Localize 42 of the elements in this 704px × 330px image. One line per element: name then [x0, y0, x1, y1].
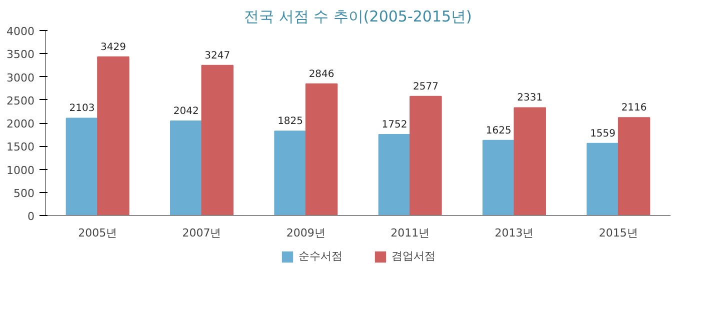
data-label: 3429: [100, 42, 126, 53]
x-tick-label: 2013년: [494, 226, 534, 240]
data-label: 2103: [69, 103, 95, 114]
y-tick-label: 2000: [6, 118, 35, 130]
bar: [274, 130, 306, 216]
x-tick-label: 2005년: [78, 226, 118, 240]
bar: [170, 120, 202, 216]
data-label: 1825: [278, 116, 304, 128]
y-tick-label: 1000: [6, 164, 35, 177]
x-tick-label: 2007년: [182, 226, 222, 240]
data-label: 2116: [621, 102, 647, 114]
data-label: 2042: [173, 106, 199, 118]
bar: [97, 56, 130, 216]
x-tick-label: 2015년: [598, 226, 638, 240]
data-label: 2331: [517, 92, 543, 104]
y-tick-label: 2500: [6, 94, 35, 108]
chart-title: 전국 서점 수 추이(2005-2015년): [244, 8, 472, 26]
y-tick-label: 3000: [6, 71, 35, 84]
data-label: 2846: [308, 68, 334, 80]
bar: [305, 83, 338, 216]
y-tick-label: 4000: [6, 25, 35, 38]
data-label: 2577: [412, 81, 438, 92]
legend-label: 겸업서점: [392, 248, 436, 264]
bar: [618, 117, 650, 216]
data-label: 1752: [382, 119, 408, 130]
bar: [410, 96, 442, 216]
y-tick-label: 3500: [6, 48, 35, 62]
x-tick-label: 2011년: [390, 226, 430, 240]
bar: [201, 64, 234, 216]
bar: [482, 140, 515, 216]
data-label: 3247: [204, 50, 230, 62]
data-label: 1625: [486, 125, 512, 136]
bar: [378, 134, 411, 216]
bar: [586, 142, 619, 216]
y-tick-label: 1500: [6, 140, 35, 154]
y-tick-label: 500: [14, 186, 35, 200]
bar: [514, 107, 546, 216]
y-tick-label: 0: [28, 210, 34, 223]
bar: [66, 118, 98, 216]
x-tick-label: 2009년: [286, 226, 326, 240]
legend-label: 순수서점: [298, 248, 342, 264]
data-label: 1559: [590, 128, 616, 140]
